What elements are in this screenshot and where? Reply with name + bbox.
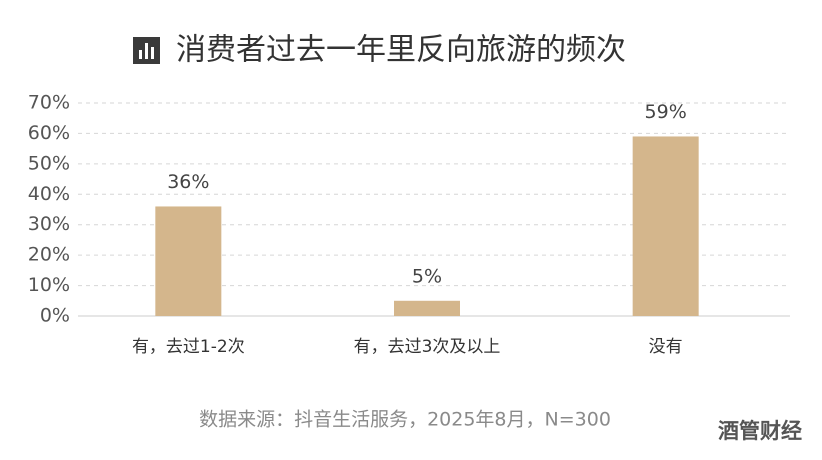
x-tick-label: 没有	[649, 337, 683, 357]
bar	[632, 136, 699, 316]
x-tick-label: 有，去过1-2次	[132, 337, 245, 357]
value-label: 59%	[645, 101, 687, 123]
value-label: 5%	[412, 265, 442, 287]
y-tick-label: 70%	[28, 92, 70, 114]
y-tick-label: 10%	[28, 274, 70, 296]
x-tick-label: 有，去过3次及以上	[354, 337, 501, 357]
y-tick-label: 60%	[28, 122, 70, 144]
y-tick-label: 40%	[28, 183, 70, 205]
y-tick-label: 30%	[28, 213, 70, 235]
watermark: 酒管财经	[718, 419, 802, 443]
bar	[155, 206, 222, 316]
y-tick-label: 20%	[28, 244, 70, 266]
y-tick-label: 0%	[40, 305, 70, 327]
value-label: 36%	[167, 171, 209, 193]
title-icon	[133, 37, 160, 64]
chart-title: 消费者过去一年里反向旅游的频次	[176, 33, 626, 68]
y-tick-label: 50%	[28, 152, 70, 174]
bar	[394, 300, 460, 316]
source-note: 数据来源：抖音生活服务，2025年8月，N=300	[199, 409, 611, 431]
